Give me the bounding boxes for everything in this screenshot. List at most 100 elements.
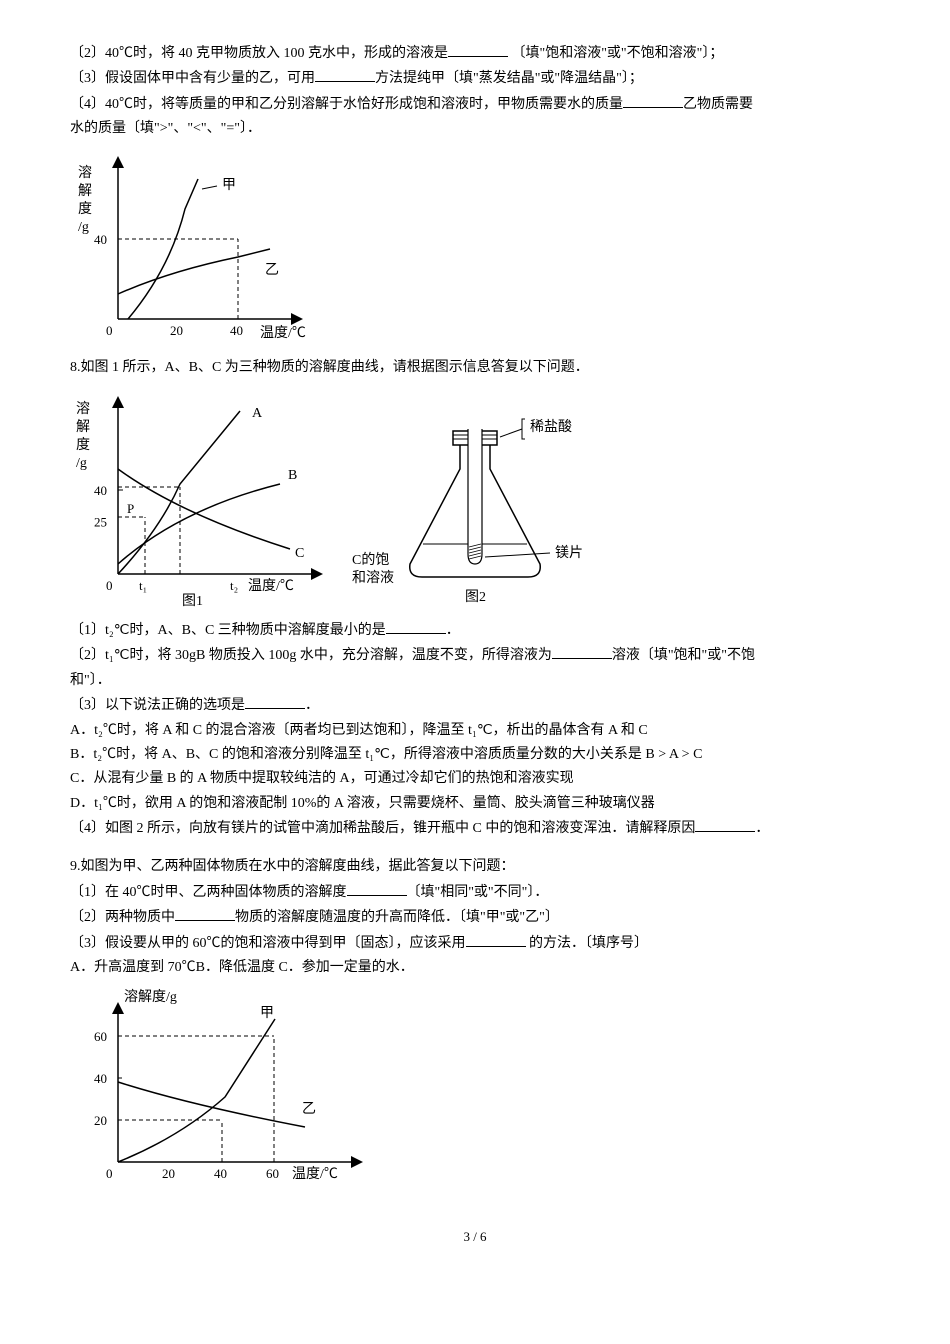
blank[interactable] bbox=[175, 906, 235, 921]
blank[interactable] bbox=[245, 694, 305, 709]
q9-intro: 9.如图为甲、乙两种固体物质在水中的溶解度曲线，据此答复以下问题： bbox=[70, 856, 880, 878]
text: 3 / 6 bbox=[463, 1229, 486, 1244]
svg-text:40: 40 bbox=[230, 323, 243, 338]
q8-figures: 溶解度/g4025ABCPt₁t₂0温度/℃图1 稀盐酸镁片C的饱和溶液图2 bbox=[70, 381, 880, 617]
chart2: 溶解度/g4025ABCPt₁t₂0温度/℃图1 bbox=[70, 389, 330, 609]
svg-text:/g: /g bbox=[78, 220, 89, 235]
text: ． bbox=[755, 821, 769, 836]
text: 〔4〕40℃时，将等质量的甲和乙分别溶解于水恰好形成饱和溶液时，甲物质需要水的质… bbox=[70, 97, 623, 112]
svg-text:0: 0 bbox=[106, 578, 113, 593]
svg-text:甲: 甲 bbox=[260, 1006, 274, 1021]
q8-sub4: 〔4〕如图 2 所示，向放有镁片的试管中滴加稀盐酸后，锥开瓶中 C 中的饱和溶液… bbox=[70, 817, 880, 840]
svg-text:溶解度/g: 溶解度/g bbox=[124, 989, 177, 1005]
svg-text:解: 解 bbox=[76, 419, 90, 435]
q8-intro: 8.如图 1 所示，A、B、C 为三种物质的溶解度曲线，请根据图示信息答复以下问… bbox=[70, 357, 880, 379]
svg-text:乙: 乙 bbox=[265, 262, 279, 278]
text: 〔4〕如图 2 所示，向放有镁片的试管中滴加稀盐酸后，锥开瓶中 C 中的饱和溶液… bbox=[70, 821, 695, 836]
q2-line1: 〔2〕40℃时，将 40 克甲物质放入 100 克水中，形成的溶液是 〔填"饱和… bbox=[70, 42, 880, 65]
svg-text:40: 40 bbox=[94, 1071, 107, 1086]
q8-sub2: 〔2〕t₁℃时，将 30gB 物质投入 100g 水中，充分溶解，温度不变，所得… bbox=[70, 644, 880, 667]
svg-text:t₂: t₂ bbox=[230, 578, 238, 593]
text: 〔填"饱和溶液"或"不饱和溶液"〕； bbox=[512, 46, 724, 61]
q8-sub2c: 和"〕． bbox=[70, 670, 880, 692]
svg-text:溶: 溶 bbox=[76, 401, 90, 417]
text: 〔3〕假设要从甲的 60℃的饱和溶液中得到甲〔固态〕，应该采用 bbox=[70, 936, 466, 951]
svg-text:解: 解 bbox=[78, 183, 92, 199]
q9-sub2: 〔2〕两种物质中 物质的溶解度随温度的升高而降低．〔填"甲"或"乙"〕 bbox=[70, 906, 880, 929]
svg-text:度: 度 bbox=[76, 437, 90, 453]
svg-text:60: 60 bbox=[94, 1029, 107, 1044]
text: 〔填"相同"或"不同"〕． bbox=[407, 885, 549, 900]
svg-text:温度/℃: 温度/℃ bbox=[248, 578, 294, 594]
blank[interactable] bbox=[466, 932, 526, 947]
svg-text:0: 0 bbox=[106, 323, 113, 338]
svg-text:40: 40 bbox=[94, 232, 107, 247]
chart3: 溶解度/g6040202040600温度/℃甲乙 bbox=[70, 987, 880, 1197]
text: A．t₂℃时，将 A 和 C 的混合溶液〔两者均已到达饱和〕，降温至 t₁℃，析… bbox=[70, 723, 648, 738]
blank[interactable] bbox=[347, 881, 407, 896]
q8-opt-a: A．t₂℃时，将 A 和 C 的混合溶液〔两者均已到达饱和〕，降温至 t₁℃，析… bbox=[70, 720, 880, 742]
q8-sub3: 〔3〕以下说法正确的选项是 ． bbox=[70, 694, 880, 717]
svg-text:图2: 图2 bbox=[465, 590, 486, 605]
svg-text:20: 20 bbox=[94, 1113, 107, 1128]
svg-text:40: 40 bbox=[214, 1166, 227, 1181]
svg-text:C的饱: C的饱 bbox=[352, 552, 389, 568]
text: 9.如图为甲、乙两种固体物质在水中的溶解度曲线，据此答复以下问题： bbox=[70, 859, 515, 874]
text: ． bbox=[305, 698, 319, 713]
text: 水的质量〔填">"、"<"、"="〕． bbox=[70, 121, 261, 136]
text: 溶液〔填"饱和"或"不饱 bbox=[612, 648, 755, 663]
text: 〔3〕以下说法正确的选项是 bbox=[70, 698, 245, 713]
text: 〔2〕40℃时，将 40 克甲物质放入 100 克水中，形成的溶液是 bbox=[70, 46, 448, 61]
svg-text:/g: /g bbox=[76, 456, 87, 471]
svg-text:度: 度 bbox=[78, 201, 92, 217]
text: 〔2〕两种物质中 bbox=[70, 910, 175, 925]
svg-text:稀盐酸: 稀盐酸 bbox=[530, 419, 572, 435]
svg-text:40: 40 bbox=[94, 483, 107, 498]
text: 8.如图 1 所示，A、B、C 为三种物质的溶解度曲线，请根据图示信息答复以下问… bbox=[70, 360, 589, 375]
page-number: 3 / 6 bbox=[70, 1227, 880, 1248]
blank[interactable] bbox=[695, 817, 755, 832]
svg-text:溶: 溶 bbox=[78, 165, 92, 181]
fig2: 稀盐酸镁片 C的饱和溶液图2 bbox=[350, 389, 630, 609]
text: 〔1〕t₂℃时，A、B、C 三种物质中溶解度最小的是 bbox=[70, 623, 386, 638]
text: 〔3〕假设固体甲中含有少量的乙，可用 bbox=[70, 71, 315, 86]
svg-text:0: 0 bbox=[106, 1166, 113, 1181]
text: 物质的溶解度随温度的升高而降低．〔填"甲"或"乙"〕 bbox=[235, 910, 559, 925]
text: 乙物质需要 bbox=[683, 97, 753, 112]
svg-text:乙: 乙 bbox=[302, 1101, 316, 1117]
blank[interactable] bbox=[448, 42, 508, 57]
text: 〔2〕t₁℃时，将 30gB 物质投入 100g 水中，充分溶解，温度不变，所得… bbox=[70, 648, 552, 663]
text: 的方法．〔填序号〕 bbox=[526, 936, 649, 951]
blank[interactable] bbox=[552, 644, 612, 659]
svg-text:镁片: 镁片 bbox=[555, 545, 583, 561]
q9-sub3: 〔3〕假设要从甲的 60℃的饱和溶液中得到甲〔固态〕，应该采用 的方法．〔填序号… bbox=[70, 932, 880, 955]
svg-text:甲: 甲 bbox=[222, 178, 236, 193]
svg-text:B: B bbox=[288, 468, 297, 483]
chart1: 溶解度/g 40 20 40 0 温度/℃ 甲乙 bbox=[70, 149, 880, 349]
svg-text:25: 25 bbox=[94, 514, 107, 529]
text: A．升高温度到 70℃B．降低温度 C．参加一定量的水． bbox=[70, 960, 414, 975]
q8-opt-b: B．t₂℃时，将 A、B、C 的饱和溶液分别降温至 t₁℃，所得溶液中溶质质量分… bbox=[70, 744, 880, 766]
svg-text:和溶液: 和溶液 bbox=[352, 570, 394, 586]
svg-text:C: C bbox=[295, 546, 304, 561]
svg-text:60: 60 bbox=[266, 1166, 279, 1181]
svg-text:20: 20 bbox=[170, 323, 183, 338]
blank[interactable] bbox=[315, 67, 375, 82]
text: 方法提纯甲〔填"蒸发结晶"或"降温结晶"〕； bbox=[375, 71, 643, 86]
q2-line3: 〔4〕40℃时，将等质量的甲和乙分别溶解于水恰好形成饱和溶液时，甲物质需要水的质… bbox=[70, 93, 880, 116]
svg-text:温度/℃: 温度/℃ bbox=[260, 325, 306, 341]
blank[interactable] bbox=[386, 619, 446, 634]
svg-text:t₁: t₁ bbox=[139, 578, 147, 593]
blank[interactable] bbox=[623, 93, 683, 108]
text: 和"〕． bbox=[70, 673, 111, 688]
q8-opt-c: C．从混有少量 B 的 A 物质中提取较纯洁的 A，可通过冷却它们的热饱和溶液实… bbox=[70, 768, 880, 790]
text: 〔1〕在 40℃时甲、乙两种固体物质的溶解度 bbox=[70, 885, 347, 900]
text: D．t₁℃时，欲用 A 的饱和溶液配制 10%的 A 溶液，只需要烧杯、量筒、胶… bbox=[70, 796, 655, 811]
svg-text:20: 20 bbox=[162, 1166, 175, 1181]
text: B．t₂℃时，将 A、B、C 的饱和溶液分别降温至 t₁℃，所得溶液中溶质质量分… bbox=[70, 747, 702, 762]
q8-sub1: 〔1〕t₂℃时，A、B、C 三种物质中溶解度最小的是． bbox=[70, 619, 880, 642]
svg-text:图1: 图1 bbox=[182, 594, 203, 609]
q9-sub1: 〔1〕在 40℃时甲、乙两种固体物质的溶解度 〔填"相同"或"不同"〕． bbox=[70, 881, 880, 904]
svg-text:P: P bbox=[127, 501, 134, 516]
q2-line2: 〔3〕假设固体甲中含有少量的乙，可用 方法提纯甲〔填"蒸发结晶"或"降温结晶"〕； bbox=[70, 67, 880, 90]
